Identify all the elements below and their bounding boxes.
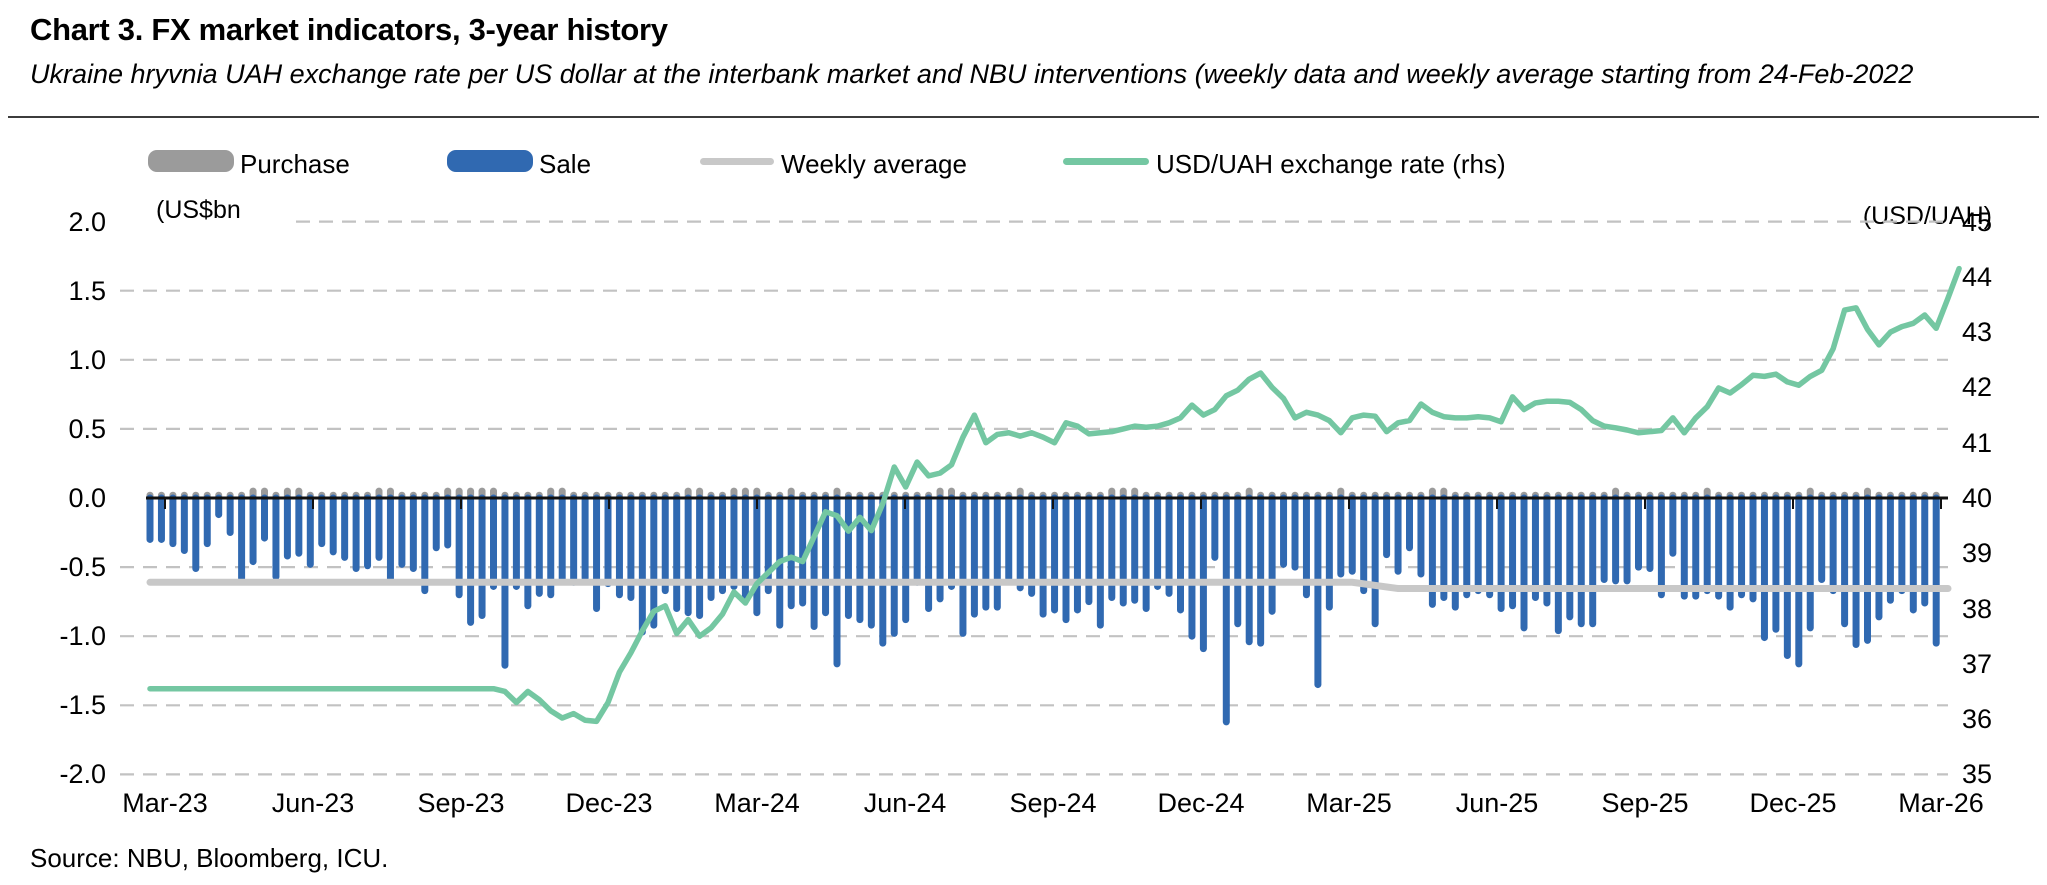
right-axis-tick: 35 <box>1962 759 1993 790</box>
right-axis-tick: 45 <box>1962 206 1993 237</box>
right-axis-tick: 42 <box>1962 372 1993 403</box>
page-title: Chart 3. FX market indicators, 3-year hi… <box>30 12 668 47</box>
legend-swatch-sale <box>447 150 533 172</box>
left-axis-tick: 1.5 <box>68 275 106 306</box>
x-axis-label: Sep-24 <box>1009 788 1097 818</box>
left-axis-tick: -1.5 <box>59 690 106 721</box>
usd-uah-line <box>147 265 1962 725</box>
x-axis-label: Jun-24 <box>863 788 947 818</box>
legend-label-weekly-average: Weekly average <box>781 149 967 179</box>
left-axis-tick: 1.0 <box>68 344 106 375</box>
x-axis-label: Mar-26 <box>1898 788 1984 818</box>
x-axis-label: Jun-25 <box>1455 788 1539 818</box>
legend-label-fx-rate: USD/UAH exchange rate (rhs) <box>1156 149 1506 179</box>
source-note: Source: NBU, Bloomberg, ICU. <box>30 843 389 873</box>
x-axis-label: Dec-24 <box>1157 788 1245 818</box>
right-axis-tick: 38 <box>1962 593 1993 624</box>
right-axis-tick: 44 <box>1962 261 1993 292</box>
left-axis-tick: -1.0 <box>59 621 106 652</box>
left-axis-tick: -2.0 <box>59 759 106 790</box>
right-axis-tick: 36 <box>1962 704 1993 735</box>
header-divider <box>8 116 2039 118</box>
x-axis-label: Sep-25 <box>1601 788 1689 818</box>
right-axis-unit-label: (USD/UAH) <box>1862 202 1992 230</box>
page-subtitle: Ukraine hryvnia UAH exchange rate per US… <box>30 59 1914 89</box>
x-axis-label: Mar-23 <box>122 788 208 818</box>
left-axis-unit-label: (US$bn <box>156 196 241 224</box>
x-axis-label: Mar-25 <box>1306 788 1392 818</box>
x-axis-label: Dec-23 <box>565 788 653 818</box>
legend-label-sale: Sale <box>539 149 592 179</box>
x-axis-label: Sep-23 <box>417 788 505 818</box>
right-axis-tick: 39 <box>1962 538 1993 569</box>
right-axis-tick: 37 <box>1962 648 1993 679</box>
left-axis-tick: 2.0 <box>68 206 106 237</box>
left-axis-tick: 0.0 <box>68 483 106 513</box>
legend-swatch-fx-rate <box>1063 158 1149 165</box>
x-axis-label: Dec-25 <box>1749 788 1837 818</box>
right-axis-tick: 43 <box>1962 317 1993 348</box>
legend-label-purchase: Purchase <box>240 149 350 179</box>
right-axis-tick: 40 <box>1962 483 1993 513</box>
legend-swatch-weekly-average <box>700 158 774 165</box>
legend-swatch-purchase <box>148 150 234 172</box>
x-axis-label: Jun-23 <box>271 788 355 818</box>
right-axis-tick: 41 <box>1962 427 1993 458</box>
weekly-average-line <box>146 578 1952 593</box>
left-axis-tick: -0.5 <box>59 552 106 583</box>
left-axis-tick: 0.5 <box>68 413 106 444</box>
x-axis-label: Mar-24 <box>714 788 800 818</box>
